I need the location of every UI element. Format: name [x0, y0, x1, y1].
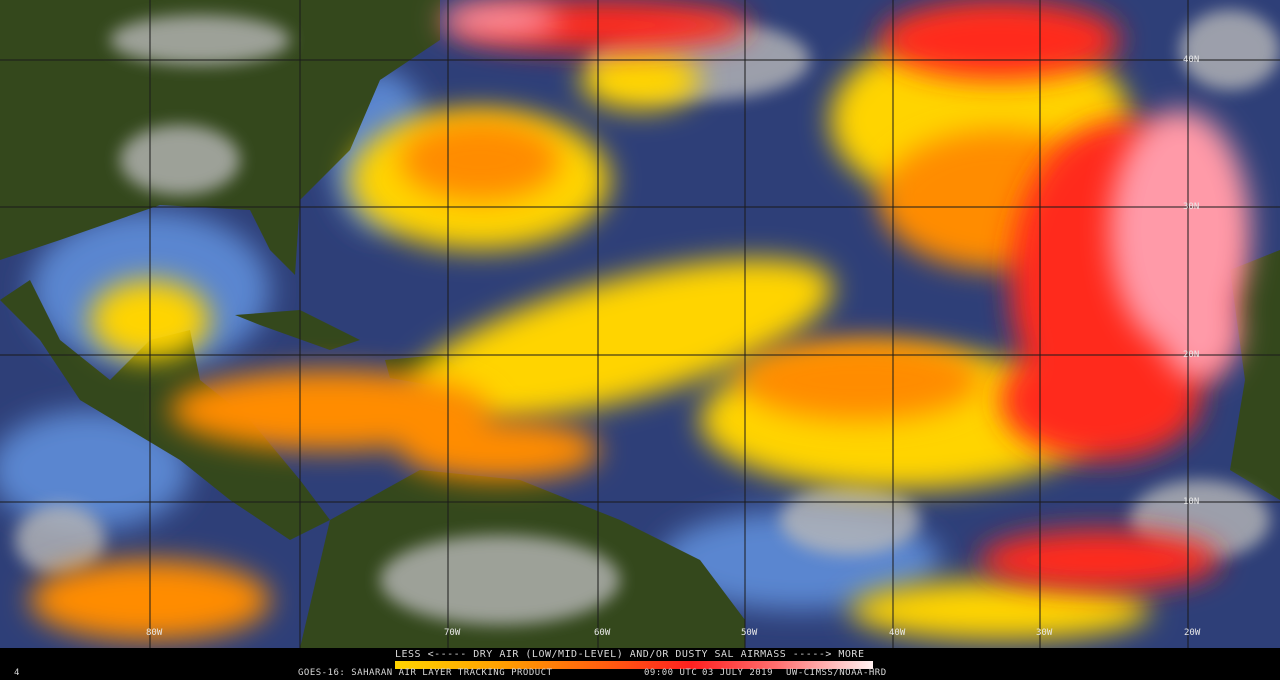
lon-label: 50W: [741, 628, 758, 638]
lon-label: 40W: [889, 628, 906, 638]
lon-label: 60W: [594, 628, 611, 638]
lon-label: 20W: [1184, 628, 1201, 638]
lon-label: 80W: [146, 628, 163, 638]
timestamp: 09:00 UTC: [644, 668, 698, 678]
lat-lon-grid: [0, 0, 1280, 648]
longitude-labels: 80W 70W 60W 50W 40W 30W 20W: [146, 628, 1201, 638]
date: 03 JULY 2019: [702, 668, 774, 678]
latitude-labels: 40N 30N 20N 10N: [1183, 55, 1199, 507]
dry-air-color-scale: [395, 661, 873, 669]
footer-bar: LESS <----- DRY AIR (LOW/MID-LEVEL) AND/…: [0, 648, 1280, 680]
product-title: GOES-16: SAHARAN AIR LAYER TRACKING PROD…: [298, 668, 553, 678]
lat-label: 10N: [1183, 497, 1199, 507]
lon-label: 70W: [444, 628, 461, 638]
legend-text: LESS <----- DRY AIR (LOW/MID-LEVEL) AND/…: [395, 649, 865, 660]
lat-label: 20N: [1183, 350, 1199, 360]
lat-label: 40N: [1183, 55, 1199, 65]
lat-label: 30N: [1183, 202, 1199, 212]
satellite-map: 40N 30N 20N 10N 80W 70W 60W 50W 40W 30W …: [0, 0, 1280, 648]
frame-number: 4: [14, 668, 20, 678]
lon-label: 30W: [1036, 628, 1053, 638]
credit: UW-CIMSS/NOAA-HRD: [786, 668, 887, 678]
